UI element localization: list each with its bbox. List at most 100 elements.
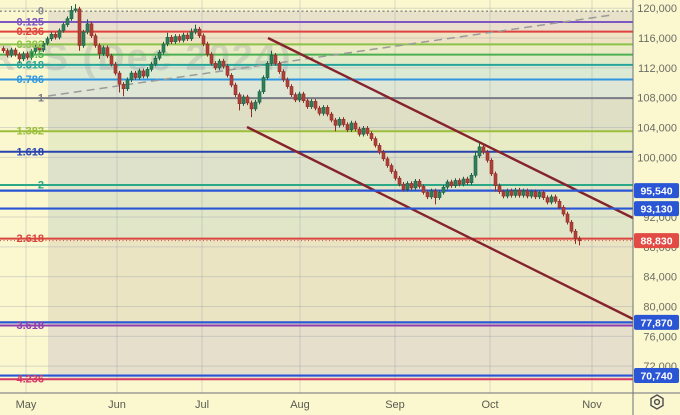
candle-body xyxy=(501,191,506,197)
candle-body xyxy=(317,107,322,114)
price-axis[interactable]: 120,000 116,000 112,000 108,000 104,000 100,0… xyxy=(632,0,677,415)
fib-label-3.618: 3.618 xyxy=(16,320,44,332)
candle-body xyxy=(457,180,462,185)
candle-body xyxy=(405,183,410,190)
candle-body xyxy=(109,55,114,65)
fib-label-0: 0 xyxy=(38,6,44,18)
month-label-Jul: Jul xyxy=(195,399,209,411)
fib-band-0.382 xyxy=(48,44,633,55)
fib-band-1 xyxy=(48,98,633,132)
candle-body xyxy=(541,192,546,198)
channel-lower-line[interactable] xyxy=(246,125,634,321)
candle-body xyxy=(133,72,138,78)
candle-body xyxy=(213,63,218,69)
month-label-Jun: Jun xyxy=(108,399,126,411)
svg-text:70,740: 70,740 xyxy=(640,371,672,383)
fib-label-1: 1 xyxy=(38,93,44,105)
price-tick-label: 84,000 xyxy=(643,272,677,284)
candle-body xyxy=(489,160,494,175)
candle-body xyxy=(389,165,394,172)
candle-body xyxy=(513,189,518,196)
price-tick-label: 112,000 xyxy=(638,63,677,75)
candle-body xyxy=(201,35,206,45)
candle-body xyxy=(97,45,102,54)
candle-body xyxy=(337,119,342,126)
candle-body xyxy=(421,186,426,193)
candle-body xyxy=(545,197,550,203)
candle-body xyxy=(289,86,294,96)
candle-body xyxy=(525,190,530,197)
candle-body xyxy=(509,190,514,196)
fib-band-0.786 xyxy=(48,79,633,99)
candle-body xyxy=(185,34,190,40)
svg-text:77,870: 77,870 xyxy=(640,317,672,329)
fib-band-0.5 xyxy=(48,54,633,65)
candle-body xyxy=(341,119,346,125)
horizontal-price-lines xyxy=(0,189,633,377)
fib-background-bands xyxy=(48,11,633,380)
candle-body xyxy=(225,66,230,76)
candle-body xyxy=(53,34,58,38)
candle-body xyxy=(537,192,542,198)
price-badge-95,540: 95,540 xyxy=(634,183,679,199)
candle-body xyxy=(413,180,418,189)
candle-body xyxy=(577,238,582,241)
candle-body xyxy=(401,183,406,190)
candle-body xyxy=(41,42,46,51)
candle-body xyxy=(181,34,186,41)
fib-band-0.125 xyxy=(48,22,633,32)
time-axis[interactable]: May Jun Jul Aug Sep Oct Nov xyxy=(0,392,680,411)
candle-body xyxy=(381,151,386,160)
month-label-Nov: Nov xyxy=(582,399,602,411)
candle-body xyxy=(301,93,306,101)
candle-body xyxy=(25,53,30,58)
candle-body xyxy=(217,60,222,69)
candle-body xyxy=(333,119,338,126)
channel-upper-line[interactable] xyxy=(267,36,634,220)
candle-body xyxy=(33,46,38,52)
candle-body xyxy=(353,122,358,130)
candle-body xyxy=(93,35,98,46)
candle-body xyxy=(121,83,126,90)
candle-body xyxy=(285,79,290,87)
candle-body xyxy=(557,201,562,208)
candle-body xyxy=(321,107,326,114)
candle-body xyxy=(565,213,570,223)
settings-icon[interactable] xyxy=(650,394,664,410)
candle-body xyxy=(13,49,18,55)
fib-label-0.786: 0.786 xyxy=(16,74,44,86)
candle-body xyxy=(173,36,178,43)
candle-body xyxy=(165,36,170,45)
candle-body xyxy=(161,43,166,53)
candle-body xyxy=(505,190,510,197)
candle-body xyxy=(89,23,94,37)
candle-body xyxy=(257,91,262,103)
price-badge-70,740: 70,740 xyxy=(634,368,679,384)
candle-body xyxy=(21,53,26,60)
candle-body xyxy=(477,146,482,157)
fib-label-2: 2 xyxy=(38,179,44,191)
candle-body xyxy=(281,71,286,81)
candle-body xyxy=(229,75,234,86)
candle-body xyxy=(481,146,486,153)
candle-body xyxy=(425,192,430,198)
month-label-Sep: Sep xyxy=(385,399,405,411)
candle-body xyxy=(441,186,446,193)
dashed-trendline[interactable] xyxy=(47,14,613,97)
candle-body xyxy=(385,158,390,166)
candle-body xyxy=(73,8,78,11)
candle-body xyxy=(465,178,470,184)
fib-band-0.236 xyxy=(48,31,633,45)
candle-body xyxy=(269,54,274,64)
candle-body xyxy=(485,151,490,161)
candle-body xyxy=(245,96,250,104)
candle-body xyxy=(453,180,458,186)
candle-body xyxy=(433,190,438,198)
candle-body xyxy=(397,177,402,185)
candle-body xyxy=(117,72,122,85)
svg-text:95,540: 95,540 xyxy=(640,186,672,198)
fib-label-0.382: 0.382 xyxy=(16,39,44,51)
price-tick-label: 100,000 xyxy=(637,152,677,164)
fib-label-0.236: 0.236 xyxy=(16,26,44,38)
